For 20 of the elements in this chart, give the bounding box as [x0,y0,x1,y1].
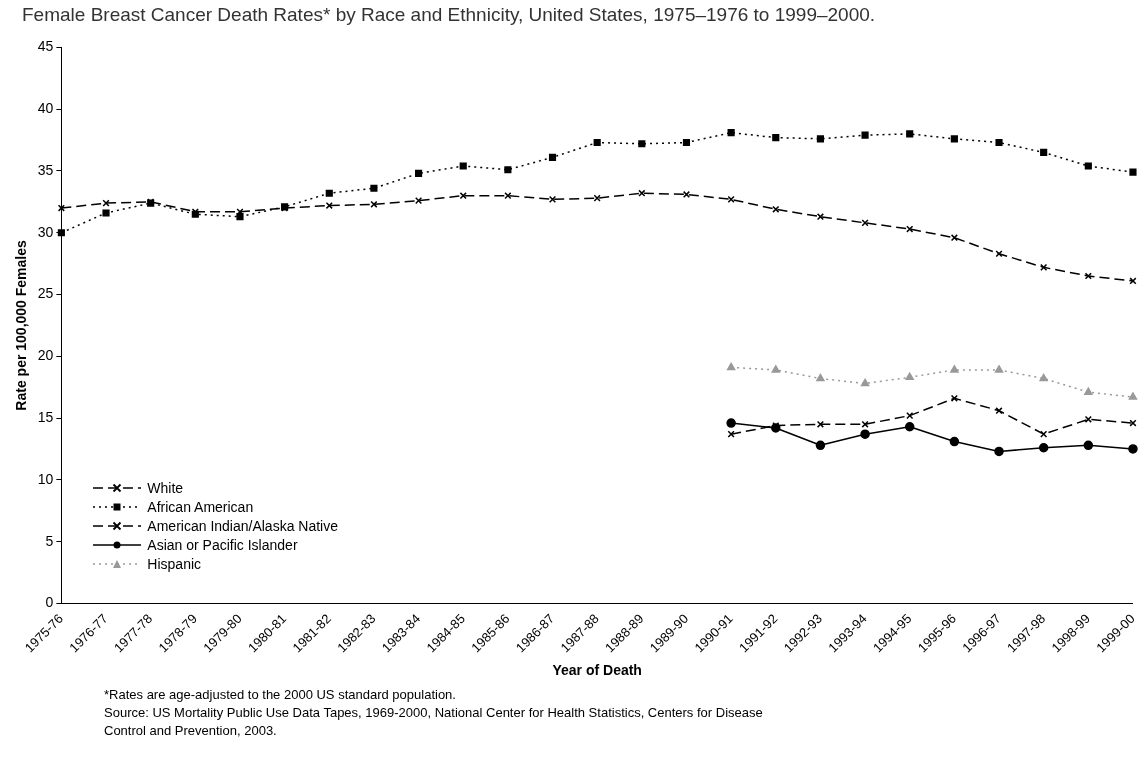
y-tick-label: 10 [37,470,54,487]
chart-title: Female Breast Cancer Death Rates* by Race and Ethnicity, United States, 1975–1976 to 1999–2000. [22,4,876,26]
legend-label: White [147,479,184,496]
y-tick-label: 40 [37,100,54,117]
legend-label: African American [147,498,254,515]
x-axis-title: Year of Death [552,662,642,679]
source-note: Source: US Mortality Public Use Data Tapes, 1969-2000, National Center for Health Statistics, Centers for Disease Control and Prevention, 2003. [104,704,764,740]
y-tick-label: 45 [37,38,54,55]
legend-label: American Indian/Alaska Native [147,517,339,534]
y-tick-label: 35 [37,161,54,178]
y-tick-label: 30 [37,223,54,240]
y-tick-label: 25 [37,285,54,302]
y-tick-label: 0 [45,594,54,611]
y-tick-label: 20 [37,347,54,364]
text: *Rates are age-adjusted to the 2000 US standard population. [104,686,457,704]
y-axis-title: Rate per 100,000 Females [13,239,30,411]
legend-label: Asian or Pacific Islander [147,536,298,553]
y-tick-label: 5 [45,532,54,549]
y-tick-label: 15 [37,408,54,425]
legend-label: Hispanic [147,555,202,572]
